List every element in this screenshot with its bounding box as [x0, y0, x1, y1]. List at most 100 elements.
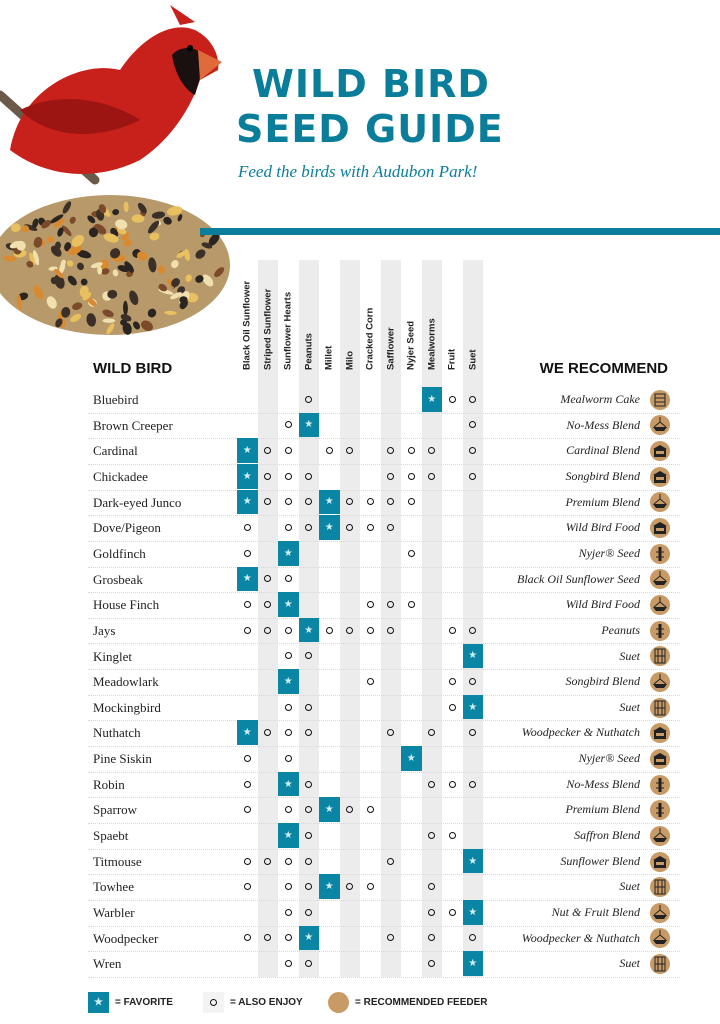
bird-name: Jays: [93, 622, 116, 638]
enjoy-circle-icon: [422, 464, 443, 489]
favorite-star-icon: ★: [319, 489, 340, 515]
seed: [64, 242, 72, 252]
seed: [137, 251, 148, 261]
seed: [54, 241, 61, 250]
table-row: Pine Siskin ★ Nyjer® Seed: [88, 746, 680, 773]
seed: [76, 262, 84, 271]
seed: [41, 220, 51, 229]
enjoy-circle-icon: [360, 618, 381, 643]
recommended-product: Nyjer® Seed: [578, 545, 640, 560]
table-row: Jays ★ Peanuts: [88, 617, 680, 645]
table-row: Robin ★ No-Mess Blend: [88, 771, 680, 799]
enjoy-circle-icon: [422, 926, 443, 951]
table-row: Bluebird ★ Mealworm Cake: [88, 387, 680, 414]
seed-header: Safflower: [381, 260, 402, 387]
favorite-star-icon: ★: [278, 823, 299, 848]
seed-header-label: Safflower: [385, 327, 397, 370]
enjoy-circle-icon: [463, 669, 484, 694]
enjoy-circle-icon: [463, 464, 484, 489]
seed: [62, 201, 72, 214]
seed: [100, 268, 110, 275]
seed: [185, 274, 192, 282]
seed: [120, 319, 127, 326]
seed-header-label: Milo: [344, 351, 356, 370]
favorite-star-icon: ★: [319, 874, 340, 899]
legend-enjoy: = ALSO ENJOY: [203, 992, 303, 1013]
enjoy-circle-icon: [442, 695, 463, 720]
enjoy-circle-icon: [278, 464, 299, 489]
enjoy-circle-icon: [422, 720, 443, 745]
enjoy-circle-icon: [360, 874, 381, 899]
favorite-star-icon: ★: [278, 592, 299, 617]
enjoy-circle-icon: [299, 720, 320, 745]
tray-feeder-icon: [650, 902, 670, 923]
seed-header-label: Black Oil Sunflower: [241, 280, 253, 370]
favorite-star-icon: ★: [462, 900, 483, 925]
enjoy-circle-icon: [463, 438, 484, 463]
seed-header-label: Suet: [467, 349, 479, 370]
house-feeder-icon: [650, 466, 670, 487]
seed: [46, 296, 57, 309]
seed: [61, 225, 72, 237]
bird-name: Titmouse: [93, 853, 142, 869]
legend-recommended-label: = RECOMMENDED FEEDER: [355, 997, 488, 1008]
seed: [110, 248, 121, 259]
bird-name: Pine Siskin: [93, 751, 152, 767]
seed-header: Millet: [319, 260, 340, 387]
seed: [148, 257, 157, 273]
seed: [214, 267, 225, 278]
favorite-star-icon: ★: [401, 746, 422, 771]
enjoy-circle-icon: [278, 900, 299, 925]
enjoy-circle-icon: [319, 618, 340, 643]
seed: [99, 259, 109, 270]
enjoy-circle-icon: [299, 464, 320, 489]
enjoy-circle-icon: [381, 515, 402, 540]
seed: [106, 323, 115, 335]
enjoy-circle-icon: [422, 900, 443, 925]
seed: [163, 216, 172, 225]
enjoy-circle-icon: [360, 669, 381, 694]
favorite-star-icon: ★: [462, 951, 483, 976]
enjoy-circle-icon: [340, 618, 361, 643]
enjoy-circle-icon: [381, 592, 402, 617]
recommended-product: Songbird Blend: [565, 468, 640, 483]
seed: [32, 218, 39, 229]
enjoy-circle-icon: [401, 541, 422, 566]
recommended-product: No-Mess Blend: [566, 776, 640, 791]
recommended-product: Mealworm Cake: [560, 392, 640, 406]
seed: [29, 252, 36, 266]
seed: [76, 250, 92, 259]
seed: [121, 232, 130, 241]
enjoy-circle-icon: [381, 490, 402, 515]
enjoy-circle-icon: [237, 797, 258, 822]
enjoy-circle-icon: [258, 926, 279, 951]
enjoy-circle-icon: [442, 669, 463, 694]
bird-name: Dove/Pigeon: [93, 520, 161, 536]
enjoy-circle-icon: [278, 874, 299, 899]
seed: [26, 260, 34, 268]
favorite-star-icon: ★: [319, 515, 340, 540]
table-row: Woodpecker ★ Woodpecker & Nuthatch: [88, 925, 680, 953]
enjoy-circle-icon: [463, 926, 484, 951]
favorite-star-icon: ★: [237, 438, 258, 463]
seed-header: Striped Sunflower: [258, 260, 279, 387]
recommended-product: Premium Blend: [565, 494, 640, 509]
legend-enjoy-label: = ALSO ENJOY: [230, 997, 303, 1008]
suet-cage-icon: [650, 646, 670, 667]
favorite-star-icon: ★: [298, 925, 319, 951]
enjoy-circle-icon: [299, 849, 320, 874]
recommended-product: Premium Blend: [565, 802, 640, 817]
favorite-star-icon: ★: [462, 694, 483, 720]
enjoy-circle-icon: [299, 772, 320, 797]
enjoy-circle-icon: [360, 490, 381, 515]
seed: [201, 242, 213, 249]
enjoy-circle-icon: [401, 438, 422, 463]
recommended-product: Suet: [619, 956, 640, 971]
enjoy-circle-icon: [463, 720, 484, 745]
seed: [132, 321, 140, 330]
recommended-product: Peanuts: [601, 622, 640, 637]
enjoy-circle-icon: [442, 387, 463, 412]
enjoy-circle-icon: [278, 618, 299, 643]
enjoy-circle-icon: [278, 438, 299, 463]
tray-feeder-icon: [650, 671, 670, 692]
